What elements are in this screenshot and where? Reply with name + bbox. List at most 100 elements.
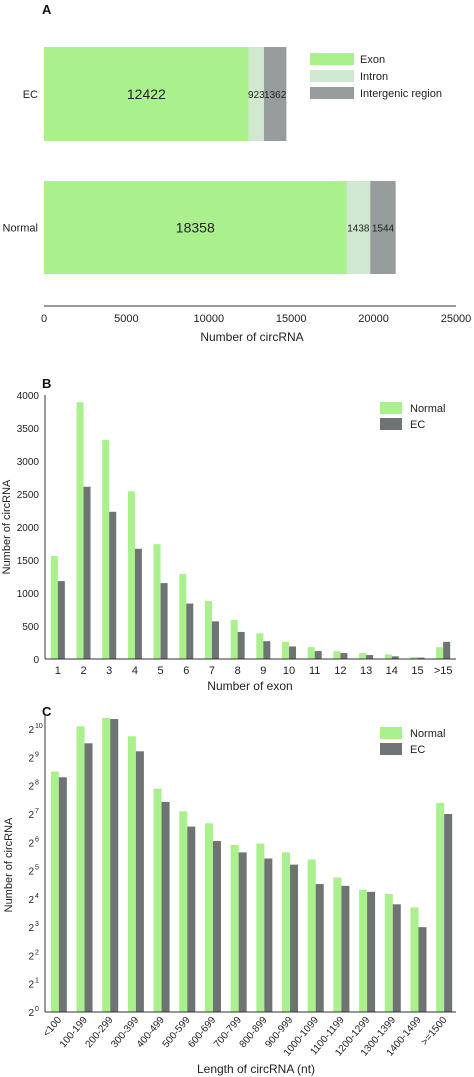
y-tick-label: 2000 — [17, 523, 40, 534]
y-tick-label: 2 — [28, 951, 34, 962]
bar — [179, 573, 187, 659]
x-tick-label: >=1500 — [419, 1015, 450, 1048]
x-tick-label: 6 — [183, 665, 189, 677]
x-tick-label: 7 — [209, 665, 215, 677]
x-tick-label: 14 — [386, 665, 398, 677]
x-tick-label: 20000 — [358, 313, 389, 325]
bar — [359, 653, 367, 659]
bar — [110, 719, 119, 1012]
legend-swatch — [310, 70, 354, 82]
bar-segment — [263, 47, 287, 141]
bar — [367, 891, 376, 1012]
x-tick-label: 0 — [41, 313, 47, 325]
y-tick-exponent: 8 — [35, 780, 39, 787]
y-tick-label: 500 — [22, 622, 39, 633]
bar — [282, 641, 290, 659]
bar — [50, 771, 59, 1012]
bar — [102, 439, 110, 659]
y-tick-label: 2 — [28, 753, 34, 764]
bar — [161, 801, 170, 1012]
bar — [391, 656, 399, 659]
x-tick-label: 25000 — [441, 313, 472, 325]
bar — [153, 544, 161, 659]
panel-label-c: C — [42, 704, 52, 719]
bar — [204, 823, 213, 1012]
bar — [237, 631, 245, 659]
x-tick-label: 8 — [235, 665, 241, 677]
bar — [83, 486, 91, 659]
category-label: Normal — [3, 223, 38, 235]
bar — [50, 556, 58, 659]
bar — [290, 864, 299, 1012]
y-axis-title: Number of circRNA — [1, 479, 13, 574]
data-label: 18358 — [176, 220, 215, 236]
bar — [359, 889, 368, 1012]
y-tick-label: 2 — [28, 1008, 34, 1019]
bar — [127, 491, 135, 659]
bar — [333, 651, 341, 659]
bar — [410, 657, 418, 659]
bar — [160, 583, 168, 659]
y-axis-title: Number of circRNA — [3, 817, 15, 912]
y-tick-label: 3500 — [17, 424, 40, 435]
bar — [444, 813, 453, 1012]
bar — [333, 877, 342, 1012]
y-tick-exponent: 3 — [35, 921, 39, 928]
panel-label-a: A — [42, 2, 52, 17]
legend-swatch — [380, 418, 402, 430]
y-tick-label: 2 — [28, 923, 34, 934]
bar — [307, 647, 315, 659]
category-label: EC — [23, 89, 38, 101]
bar — [211, 621, 219, 659]
y-tick-exponent: 10 — [35, 723, 43, 730]
x-tick-label: 15000 — [276, 313, 307, 325]
x-tick-label: 4 — [132, 665, 138, 677]
bar — [392, 904, 401, 1012]
y-tick-label: 2 — [28, 980, 34, 991]
bar — [366, 655, 374, 659]
bar — [417, 657, 425, 659]
x-tick-label: 12 — [334, 665, 346, 677]
y-tick-label: 2 — [28, 838, 34, 849]
bar — [384, 654, 392, 659]
bar — [212, 841, 221, 1012]
bar — [102, 717, 111, 1012]
bar — [436, 647, 444, 659]
y-tick-exponent: 0 — [35, 1006, 39, 1013]
bar — [263, 641, 271, 659]
x-tick-label: 10000 — [194, 313, 225, 325]
x-tick-label: 3 — [106, 665, 112, 677]
bar — [134, 548, 142, 659]
y-tick-exponent: 4 — [35, 893, 39, 900]
legend-label: Intergenic region — [360, 88, 442, 100]
bar — [230, 620, 238, 659]
data-label: 923 — [248, 90, 265, 101]
bar — [238, 852, 247, 1012]
bar-segment — [248, 47, 264, 141]
bar — [186, 603, 194, 659]
bar — [57, 581, 65, 659]
x-tick-label: 13 — [360, 665, 372, 677]
x-tick-label: >15 — [434, 665, 453, 677]
legend-swatch — [380, 743, 402, 755]
x-axis-title: Length of circRNA (nt) — [197, 1062, 315, 1076]
panel-b-exon-count-chart: 1 2 3 4 5 6 7 8 9 10 11 12 13 14 15 >150500100015002000… — [1, 391, 456, 693]
y-tick-label: 0 — [33, 655, 39, 666]
x-tick-label: 2 — [80, 665, 86, 677]
x-tick-label: <100 — [41, 1015, 64, 1040]
bar-segment — [370, 181, 396, 274]
x-axis-title: Number of exon — [207, 679, 292, 693]
bar — [256, 633, 264, 659]
x-tick-label: 5000 — [114, 313, 138, 325]
y-tick-label: 2 — [28, 725, 34, 736]
y-tick-exponent: 9 — [35, 751, 39, 758]
panel-label-b: B — [42, 376, 51, 391]
x-axis-title: Number of circRNA — [200, 330, 303, 344]
y-tick-label: 4000 — [17, 391, 40, 402]
bar — [410, 907, 419, 1012]
data-label: 12422 — [127, 86, 166, 102]
bar — [76, 402, 84, 659]
y-tick-label: 3000 — [17, 457, 40, 468]
bar — [109, 511, 117, 659]
legend-label: EC — [410, 744, 425, 756]
